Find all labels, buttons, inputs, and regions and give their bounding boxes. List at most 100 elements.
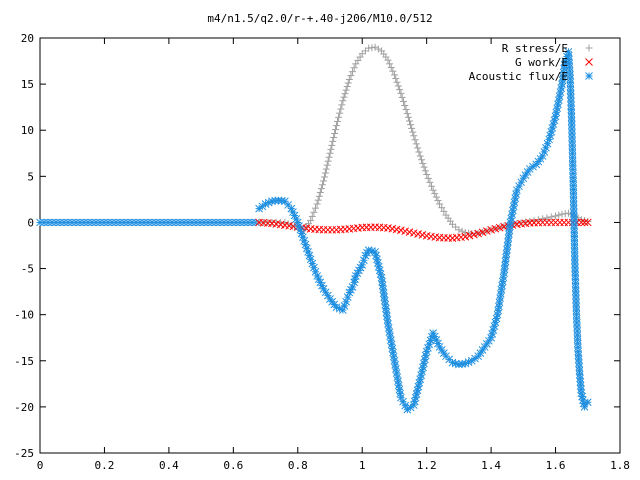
r-stress-e-point <box>405 117 413 125</box>
acoustic-flux-e-point <box>389 348 397 357</box>
r-stress-e-point <box>345 76 353 83</box>
acoustic-flux-e-point <box>377 273 386 282</box>
r-stress-e-point <box>398 93 406 101</box>
r-stress-e-point <box>429 186 437 194</box>
r-stress-e-point <box>421 167 429 175</box>
r-stress-e-point <box>329 137 337 145</box>
r-stress-e-point <box>387 64 395 72</box>
r-stress-e-point <box>308 212 316 220</box>
r-stress-e-point <box>320 177 328 185</box>
r-stress-e-point <box>312 204 319 212</box>
plot-frame <box>39 37 621 454</box>
r-stress-e-point <box>408 124 416 132</box>
r-stress-e-point <box>317 185 325 193</box>
r-stress-e-point <box>419 159 427 167</box>
r-stress-e-point <box>416 152 424 160</box>
x-tick-label: 0 <box>37 459 44 472</box>
r-stress-e-point <box>350 64 358 72</box>
r-stress-e-point <box>307 217 315 225</box>
r-stress-e-point <box>323 161 331 169</box>
r-stress-e-point <box>412 140 420 148</box>
acoustic-flux-e-point <box>559 68 568 77</box>
acoustic-flux-e-point <box>429 329 437 337</box>
legend-marker <box>585 44 593 52</box>
legend-label: G work/E <box>515 56 568 69</box>
x-tick-label: 1.2 <box>417 459 437 472</box>
r-stress-e-point <box>402 106 410 114</box>
legend-label: R stress/E <box>502 42 568 55</box>
y-tick-label: -15 <box>14 355 34 368</box>
g-work-e-point <box>580 218 589 227</box>
r-stress-e-point <box>322 165 330 173</box>
acoustic-flux-e-point <box>583 398 592 407</box>
r-stress-e-point <box>396 86 404 94</box>
acoustic-flux-e-point <box>306 255 315 264</box>
acoustic-flux-e-point <box>494 302 503 311</box>
r-stress-e-point <box>313 200 321 208</box>
r-stress-e-point <box>432 193 440 201</box>
r-stress-e-point <box>321 169 329 177</box>
x-tick-label: 1.8 <box>610 459 630 472</box>
r-stress-e-point <box>316 188 324 196</box>
r-stress-e-point <box>349 68 357 76</box>
acoustic-flux-e-point <box>343 293 352 301</box>
y-tick-label: 15 <box>21 78 34 91</box>
acoustic-flux-e-point <box>359 256 368 265</box>
acoustic-flux-e-point <box>311 267 320 276</box>
x-tick-label: 1.6 <box>546 459 566 472</box>
r-stress-e-point <box>318 181 326 189</box>
acoustic-flux-e-point <box>565 63 574 72</box>
r-stress-e-point <box>423 170 431 178</box>
r-stress-e-point <box>332 126 340 134</box>
r-stress-e-point <box>428 182 435 190</box>
r-stress-e-point <box>410 132 418 140</box>
y-tick-label: -20 <box>14 401 34 414</box>
r-stress-e-point <box>434 197 442 205</box>
acoustic-flux-e-point <box>308 259 317 268</box>
r-stress-e-point <box>342 86 350 94</box>
r-stress-e-point <box>341 90 349 98</box>
acoustic-flux-e-point <box>574 347 582 356</box>
r-stress-e-point <box>431 190 439 198</box>
x-tick-label: 0.4 <box>159 459 179 472</box>
r-stress-e-point <box>332 122 340 130</box>
r-stress-e-point <box>337 105 345 113</box>
chart-title: m4/n1.5/q2.0/r-+.40-j206/M10.0/512 <box>207 12 432 25</box>
acoustic-flux-e-point <box>565 59 574 68</box>
r-stress-e-point <box>401 102 409 110</box>
r-stress-e-point <box>347 72 355 80</box>
r-stress-e-point <box>331 130 339 138</box>
acoustic-flux-e-point <box>495 298 504 307</box>
r-stress-e-point <box>389 67 397 75</box>
acoustic-flux-e-point <box>497 285 506 294</box>
x-tick-label: 1.4 <box>481 459 501 472</box>
r-stress-e-point <box>543 214 551 222</box>
r-stress-e-point <box>436 200 444 208</box>
series-group <box>36 43 592 414</box>
x-tick-label: 1 <box>359 459 366 472</box>
g-work-e-point <box>478 228 487 237</box>
acoustic-flux-e-point <box>508 210 516 219</box>
r-stress-e-point <box>555 211 563 219</box>
g-work-e-point <box>577 218 586 227</box>
y-tick-label: -5 <box>21 263 34 276</box>
r-stress-e-point <box>314 196 322 204</box>
r-stress-e-point <box>539 215 547 223</box>
r-stress-e-point <box>414 144 422 152</box>
g-work-e-point <box>482 227 491 235</box>
r-stress-e-point <box>338 101 346 109</box>
y-tick-label: 5 <box>27 170 34 183</box>
x-tick-label: 0.6 <box>223 459 243 472</box>
r-stress-e-point <box>324 157 332 165</box>
r-stress-e-point <box>325 153 333 161</box>
acoustic-flux-e-point <box>542 143 550 152</box>
r-stress-e-point <box>343 83 351 91</box>
r-stress-e-point <box>409 128 417 136</box>
y-tick-label: 0 <box>27 216 34 229</box>
r-stress-e-point <box>336 109 344 117</box>
acoustic-flux-e-point <box>569 209 578 217</box>
r-stress-e-point <box>335 113 343 121</box>
r-stress-e-point <box>371 43 379 51</box>
r-stress-e-point <box>411 136 419 144</box>
r-stress-e-point <box>397 89 405 97</box>
